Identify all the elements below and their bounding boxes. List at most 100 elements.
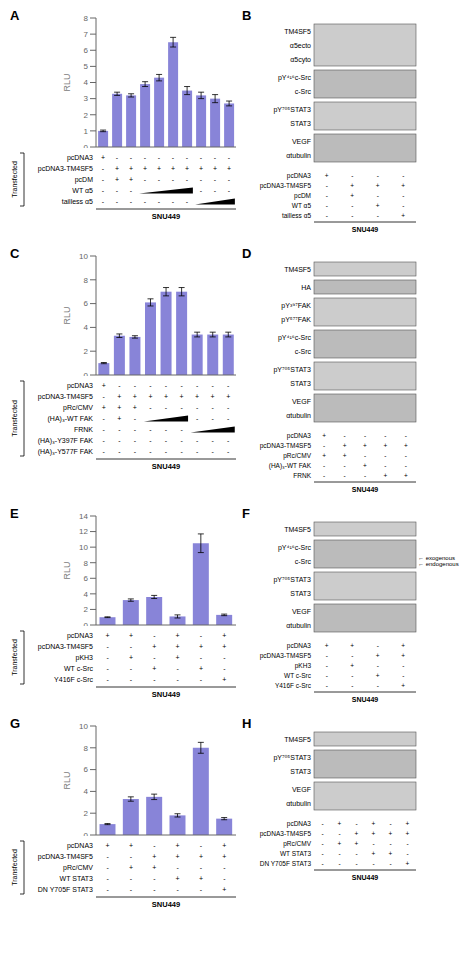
svg-text:α5cyto: α5cyto xyxy=(290,56,311,64)
svg-text:αtubulin: αtubulin xyxy=(286,152,311,159)
svg-text:+: + xyxy=(401,682,405,689)
svg-text:STAT3: STAT3 xyxy=(290,590,311,597)
svg-text:-: - xyxy=(165,437,168,444)
svg-text:-: - xyxy=(149,404,152,411)
svg-text:+: + xyxy=(325,172,329,179)
svg-text:-: - xyxy=(200,187,203,194)
svg-text:← endogenous: ← endogenous xyxy=(418,561,459,567)
svg-text:-: - xyxy=(196,382,199,389)
svg-text:-: - xyxy=(321,820,323,827)
svg-text:-: - xyxy=(186,198,189,205)
svg-text:+: + xyxy=(363,462,367,469)
svg-text:+: + xyxy=(401,642,405,649)
svg-text:+: + xyxy=(106,632,110,639)
svg-text:-: - xyxy=(200,886,203,893)
svg-text:FRNK: FRNK xyxy=(293,472,311,479)
svg-text:-: - xyxy=(130,665,133,672)
svg-text:-: - xyxy=(153,632,156,639)
svg-text:+: + xyxy=(350,192,354,199)
svg-text:c-Src: c-Src xyxy=(295,88,312,95)
svg-text:+: + xyxy=(129,864,133,871)
svg-text:+: + xyxy=(406,860,410,867)
svg-text:-: - xyxy=(103,426,106,433)
svg-text:pcDNA3: pcDNA3 xyxy=(287,172,312,180)
svg-text:-: - xyxy=(355,850,357,857)
svg-text:-: - xyxy=(321,850,323,857)
svg-text:-: - xyxy=(165,382,168,389)
svg-text:-: - xyxy=(106,875,109,882)
svg-text:-: - xyxy=(149,437,152,444)
svg-text:-: - xyxy=(102,187,105,194)
svg-text:pcDNA3-TM4SF5: pcDNA3-TM4SF5 xyxy=(38,165,93,173)
svg-text:+: + xyxy=(363,442,367,449)
svg-text:-: - xyxy=(176,676,179,683)
svg-text:8: 8 xyxy=(84,744,89,753)
svg-text:-: - xyxy=(223,864,226,871)
svg-text:-: - xyxy=(180,382,183,389)
svg-text:-: - xyxy=(200,176,203,183)
svg-text:+: + xyxy=(176,875,180,882)
svg-text:-: - xyxy=(323,442,325,449)
svg-text:pRc/CMV: pRc/CMV xyxy=(63,404,93,412)
svg-text:+: + xyxy=(343,442,347,449)
svg-text:SNU449: SNU449 xyxy=(352,696,379,703)
svg-text:6: 6 xyxy=(84,765,89,774)
svg-text:10: 10 xyxy=(79,543,88,552)
svg-text:c-Src: c-Src xyxy=(295,558,312,565)
svg-text:-: - xyxy=(384,452,386,459)
svg-text:pY⁷⁰⁵STAT3: pY⁷⁰⁵STAT3 xyxy=(273,366,311,374)
svg-text:pRc/CMV: pRc/CMV xyxy=(283,452,311,460)
svg-text:-: - xyxy=(134,437,137,444)
svg-text:(HA)₃-Y577F FAK: (HA)₃-Y577F FAK xyxy=(38,448,94,456)
svg-text:-: - xyxy=(172,154,175,161)
svg-text:+: + xyxy=(129,176,133,183)
svg-text:SNU449: SNU449 xyxy=(152,900,180,909)
svg-text:-: - xyxy=(158,154,161,161)
svg-text:pRc/CMV: pRc/CMV xyxy=(283,840,311,848)
svg-text:-: - xyxy=(406,840,408,847)
svg-text:-: - xyxy=(196,448,199,455)
svg-text:tailless α5: tailless α5 xyxy=(282,212,311,219)
svg-text:-: - xyxy=(102,176,105,183)
svg-text:-: - xyxy=(355,860,357,867)
svg-text:+: + xyxy=(176,643,180,650)
svg-text:-: - xyxy=(214,187,217,194)
svg-text:+: + xyxy=(404,472,408,479)
svg-text:pcDNA3-TM4SF5: pcDNA3-TM4SF5 xyxy=(38,853,93,861)
svg-text:-: - xyxy=(389,820,391,827)
svg-text:-: - xyxy=(130,643,133,650)
svg-text:-: - xyxy=(351,672,353,679)
svg-text:-: - xyxy=(200,654,203,661)
svg-text:FRNK: FRNK xyxy=(74,426,93,433)
svg-text:+: + xyxy=(152,853,156,860)
svg-text:+: + xyxy=(195,393,199,400)
svg-text:STAT3: STAT3 xyxy=(290,120,311,127)
svg-text:-: - xyxy=(144,198,147,205)
svg-text:-: - xyxy=(384,432,386,439)
svg-text:+: + xyxy=(376,652,380,659)
svg-text:αtubulin: αtubulin xyxy=(286,622,311,629)
svg-text:WT α5: WT α5 xyxy=(72,187,93,194)
svg-text:0: 0 xyxy=(84,371,89,376)
svg-text:-: - xyxy=(323,472,325,479)
svg-text:-: - xyxy=(116,198,119,205)
svg-text:-: - xyxy=(103,437,106,444)
svg-text:-: - xyxy=(214,154,217,161)
svg-text:+: + xyxy=(222,643,226,650)
svg-text:pcDNA3: pcDNA3 xyxy=(67,632,93,640)
svg-text:-: - xyxy=(321,830,323,837)
svg-text:+: + xyxy=(199,875,203,882)
svg-text:5: 5 xyxy=(84,62,89,71)
svg-text:-: - xyxy=(153,875,156,882)
svg-text:-: - xyxy=(326,192,328,199)
svg-text:-: - xyxy=(326,672,328,679)
svg-text:-: - xyxy=(180,404,183,411)
svg-text:8: 8 xyxy=(84,276,89,285)
svg-text:αtubulin: αtubulin xyxy=(286,412,311,419)
svg-text:-: - xyxy=(351,652,353,659)
svg-text:-: - xyxy=(377,642,379,649)
svg-text:2: 2 xyxy=(84,605,89,614)
svg-text:10: 10 xyxy=(79,722,88,731)
svg-text:-: - xyxy=(176,864,179,871)
svg-text:-: - xyxy=(372,840,374,847)
